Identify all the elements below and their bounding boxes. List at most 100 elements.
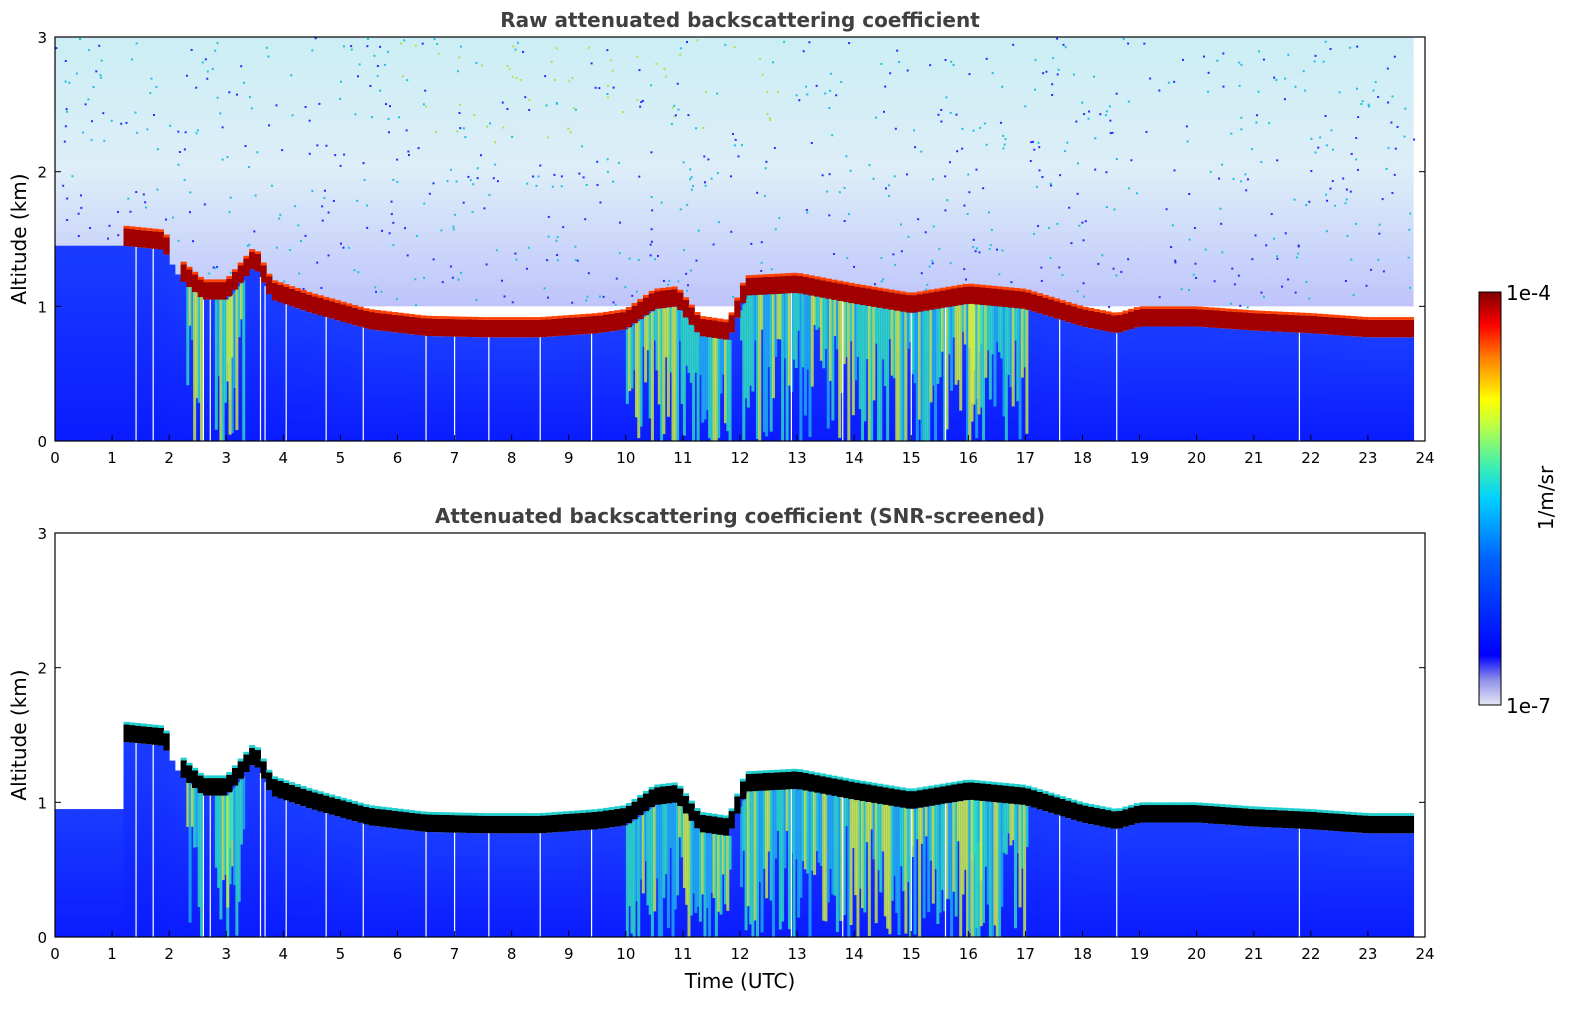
noise-speckle: [705, 90, 708, 93]
noise-speckle: [1393, 173, 1396, 176]
noise-speckle: [392, 244, 395, 247]
noise-speckle: [1295, 256, 1298, 259]
plume-streak: [952, 306, 956, 338]
noise-speckle: [460, 45, 463, 48]
boundary-layer-column: [1310, 829, 1318, 937]
noise-speckle: [1093, 75, 1096, 78]
plume-streak: [931, 805, 935, 904]
noise-speckle: [142, 193, 145, 196]
cloud-edge-segment: [762, 274, 770, 278]
noise-speckle: [1001, 249, 1004, 252]
noise-speckle: [1275, 78, 1278, 81]
cloud-edge-segment: [254, 251, 261, 255]
noise-speckle: [127, 197, 130, 200]
cloud-layer-segment: [408, 812, 416, 831]
boundary-layer-column: [157, 249, 164, 441]
cloud-edge-segment: [1179, 306, 1186, 310]
cloud-edge-segment: [129, 722, 136, 726]
plume-streak: [817, 296, 821, 328]
plume-streak: [972, 800, 976, 855]
noise-speckle: [268, 124, 271, 127]
boundary-layer-column: [511, 337, 518, 441]
noise-speckle: [460, 271, 463, 274]
noise-speckle: [560, 185, 563, 188]
noise-speckle: [1104, 114, 1107, 117]
cloud-edge-segment: [192, 271, 199, 275]
plume-streak: [984, 801, 988, 867]
plume-streak: [938, 308, 942, 378]
boundary-layer-column: [819, 297, 827, 441]
cloud-edge-segment: [437, 316, 444, 319]
noise-speckle: [1310, 137, 1313, 140]
noise-speckle: [135, 191, 138, 194]
noise-speckle: [1083, 295, 1086, 298]
plume-streak: [991, 305, 995, 355]
plume-streak: [982, 800, 986, 924]
cloud-edge-segment: [1019, 288, 1026, 292]
noise-speckle: [415, 304, 418, 307]
noise-speckle: [1056, 37, 1059, 40]
boundary-layer-column: [494, 833, 501, 937]
noise-speckle: [79, 38, 82, 41]
boundary-layer-column: [134, 247, 142, 441]
boundary-layer-column: [357, 326, 364, 441]
cloud-edge-segment: [1065, 301, 1072, 305]
noise-speckle: [829, 72, 832, 75]
plume-streak: [886, 308, 890, 441]
noise-speckle: [511, 75, 514, 78]
noise-speckle: [702, 127, 705, 130]
noise-speckle: [288, 248, 291, 251]
noise-speckle: [574, 259, 577, 262]
noise-speckle: [265, 46, 268, 49]
noise-speckle: [214, 49, 217, 52]
plume-streak: [778, 293, 782, 340]
cloud-edge-segment: [1133, 803, 1141, 806]
boundary-layer-column: [1082, 823, 1089, 937]
cloud-layer-segment: [1099, 808, 1106, 827]
boundary-layer-column: [306, 312, 313, 441]
cloud-layer-segment: [648, 789, 655, 808]
noise-speckle: [275, 246, 278, 249]
noise-speckle: [221, 158, 224, 161]
cloud-edge-segment: [882, 784, 889, 788]
noise-speckle: [414, 278, 417, 281]
boundary-layer-column: [477, 337, 484, 441]
boundary-layer-column: [317, 811, 324, 937]
cloud-edge-segment: [1196, 306, 1203, 310]
cloud-layer-segment: [882, 291, 889, 309]
plume-streak: [945, 803, 949, 899]
cloud-layer-segment: [825, 777, 832, 795]
cloud-layer-segment: [1407, 815, 1415, 834]
cloud-layer-segment: [134, 725, 142, 744]
boundary-layer-column: [585, 829, 593, 937]
noise-speckle: [685, 40, 688, 43]
noise-speckle: [321, 219, 324, 222]
cloud-edge-segment: [956, 284, 964, 288]
noise-speckle: [1188, 238, 1191, 241]
boundary-layer-column: [391, 332, 398, 441]
noise-speckle: [835, 94, 838, 97]
cloud-layer-segment: [700, 318, 707, 337]
plume-streak: [228, 296, 232, 435]
cloud-edge-segment: [1002, 782, 1009, 786]
noise-speckle: [586, 295, 589, 298]
noise-speckle: [1173, 80, 1176, 83]
noise-speckle: [892, 253, 895, 256]
noise-speckle: [1342, 177, 1345, 180]
boundary-layer-column: [152, 248, 159, 441]
cloud-edge-segment: [734, 793, 741, 797]
noise-speckle: [900, 223, 903, 226]
noise-speckle: [376, 65, 379, 68]
plume-streak: [840, 797, 844, 922]
plume-streak: [890, 805, 894, 901]
noise-speckle: [778, 216, 781, 219]
cloud-edge-segment: [642, 294, 650, 298]
plume-streak: [966, 304, 970, 441]
plume-streak: [217, 299, 221, 377]
boundary-layer-column: [682, 317, 690, 441]
noise-speckle: [1352, 293, 1355, 296]
noise-speckle: [798, 99, 801, 102]
boundary-layer-column: [1151, 326, 1158, 441]
plume-streak: [662, 804, 666, 898]
plume-streak: [1025, 309, 1029, 434]
